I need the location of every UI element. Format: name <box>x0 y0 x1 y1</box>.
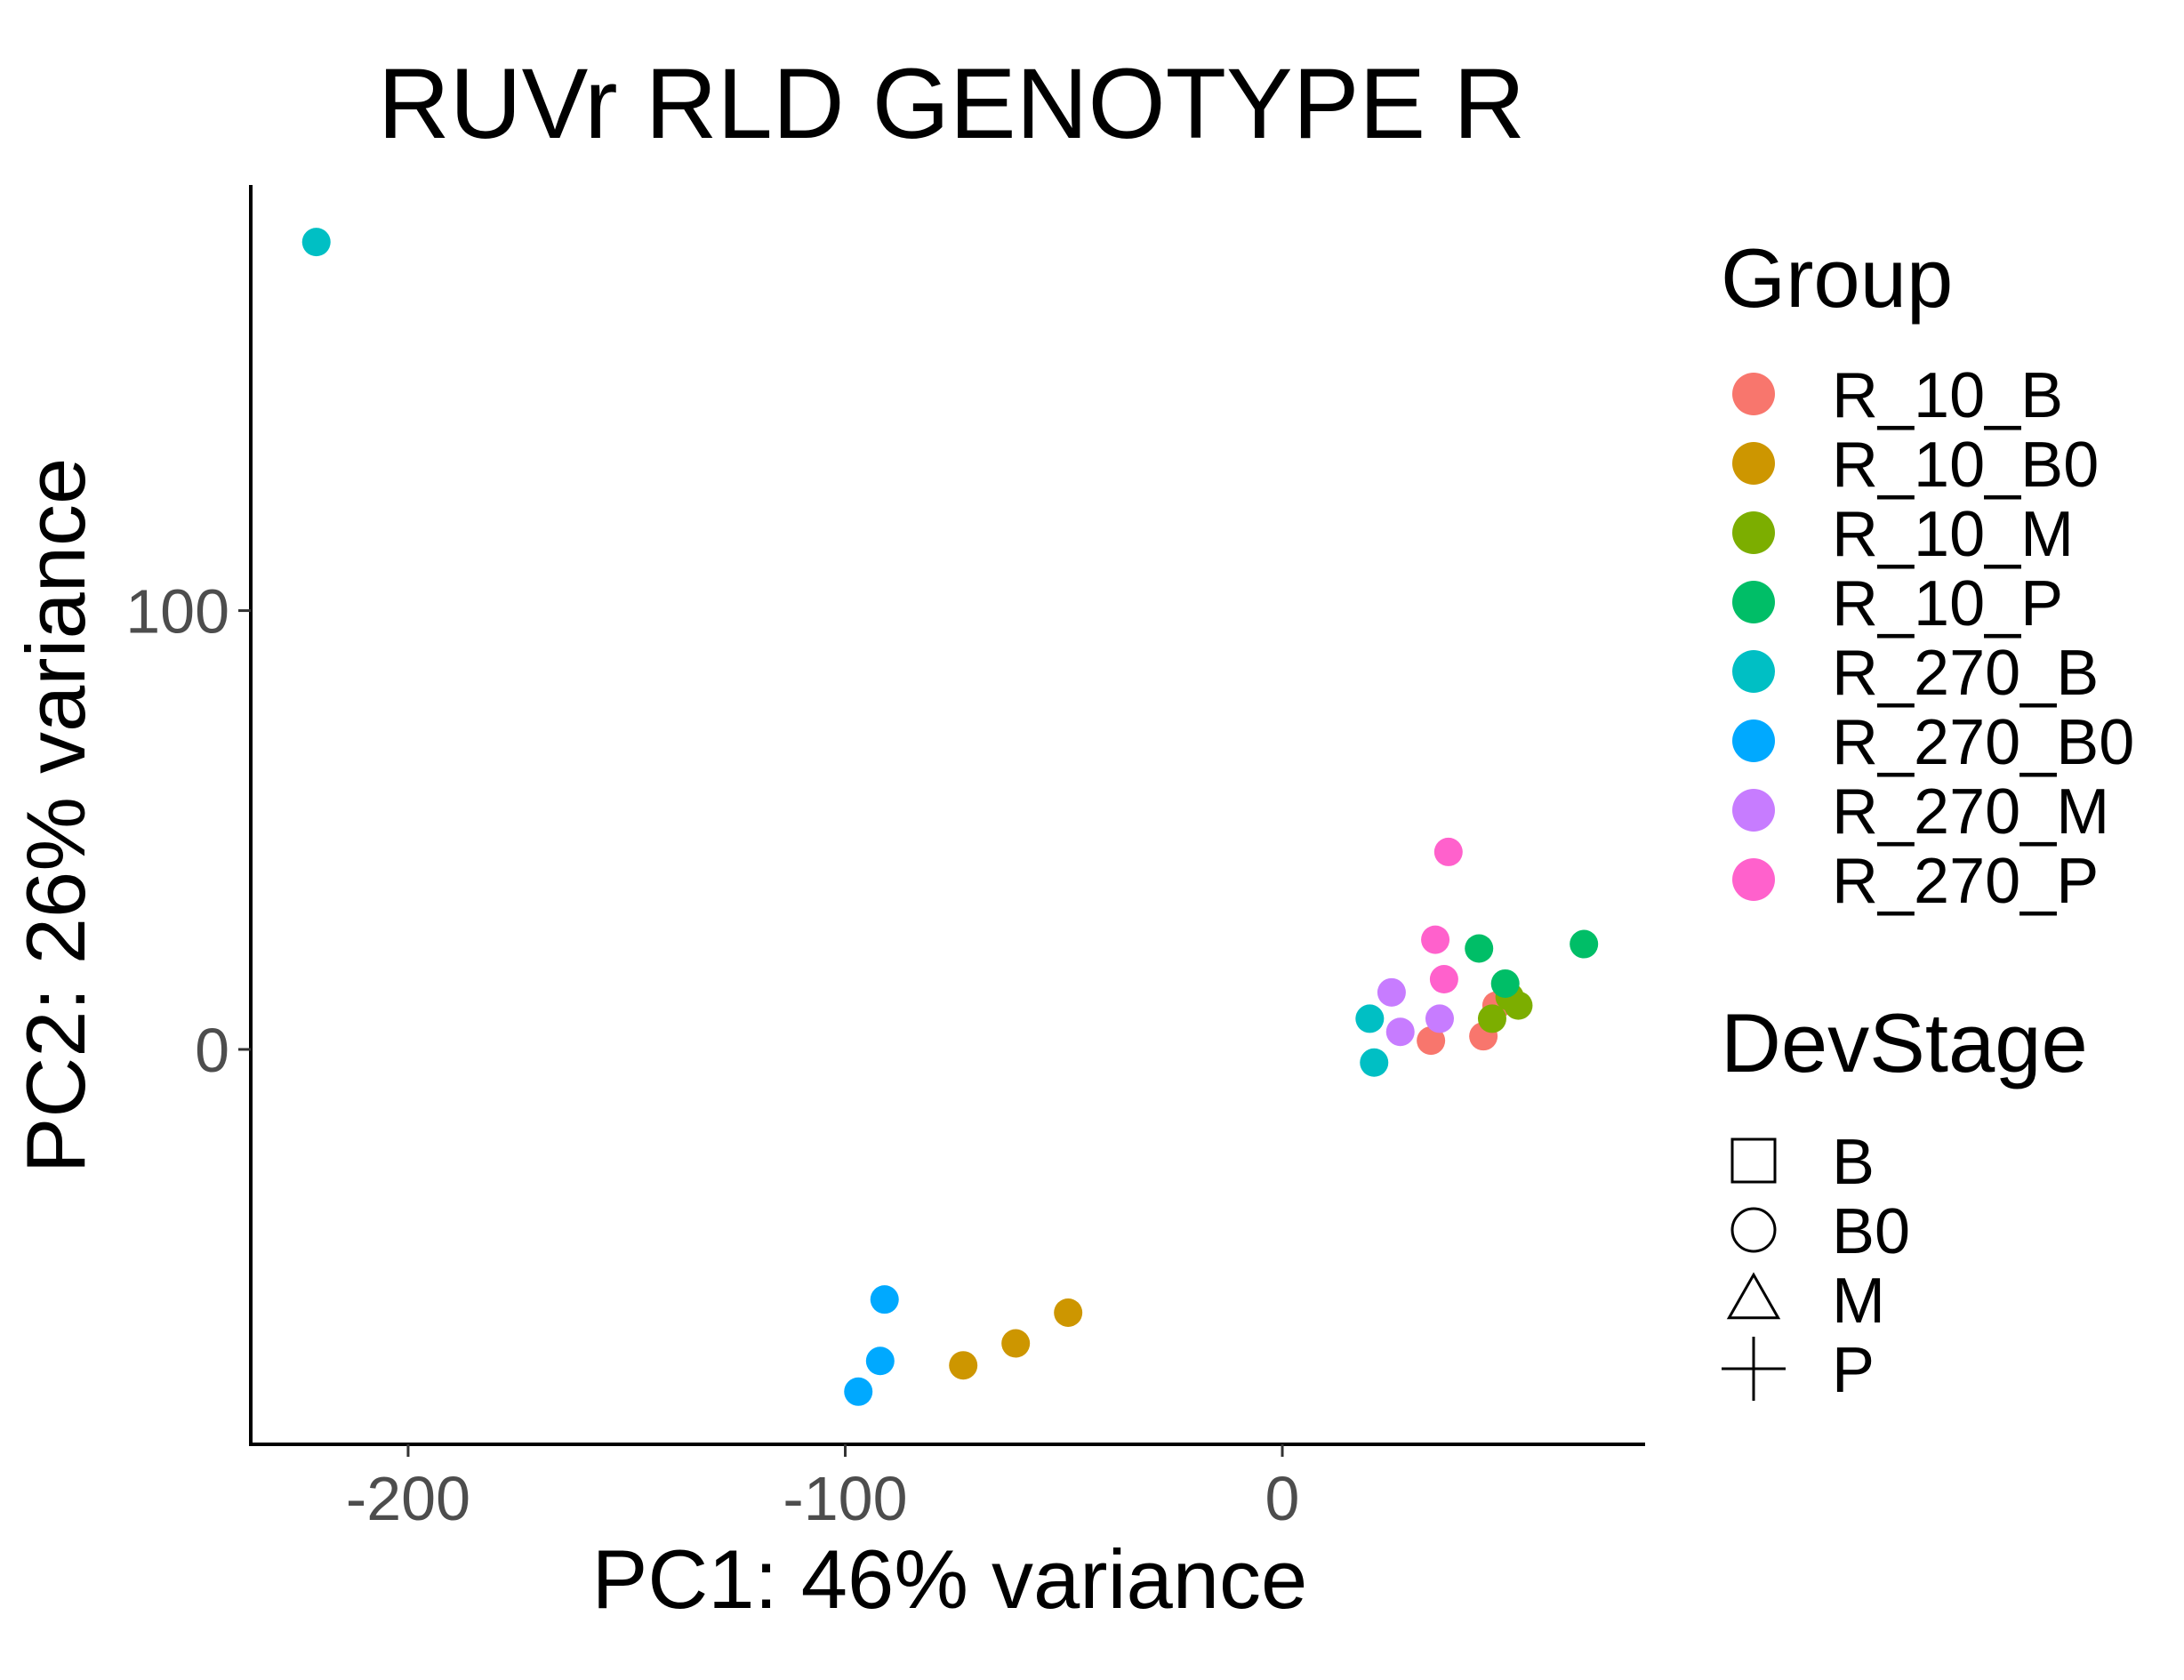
legend-label: P <box>1832 1335 1875 1406</box>
legend: GroupR_10_BR_10_B0R_10_MR_10_PR_270_BR_2… <box>1721 231 2134 1406</box>
legend-swatch <box>1732 858 1775 901</box>
data-point <box>865 1346 895 1376</box>
legend-swatch <box>1732 442 1775 485</box>
group-legend-title: Group <box>1721 231 1953 325</box>
data-point <box>1490 969 1520 998</box>
shape-legend-item: B <box>1730 1127 1875 1198</box>
data-point <box>301 228 331 257</box>
legend-label: R_270_B0 <box>1832 707 2134 778</box>
legend-label: R_10_B0 <box>1832 430 2099 501</box>
data-point <box>844 1377 873 1406</box>
legend-label: R_10_M <box>1832 499 2074 570</box>
points-layer <box>301 228 1599 1406</box>
data-point <box>949 1351 978 1380</box>
legend-label: R_270_B <box>1832 638 2099 709</box>
data-point <box>1001 1329 1031 1358</box>
data-point <box>1429 965 1458 994</box>
shape-legend-item: M <box>1726 1266 1885 1337</box>
data-point <box>1054 1298 1083 1327</box>
shape-legend-title: DevStage <box>1721 996 2088 1089</box>
data-point <box>1425 1004 1454 1033</box>
y-tick-label: 0 <box>195 1016 229 1085</box>
group-legend-item: R_270_P <box>1732 846 2099 917</box>
y-axis-label: PC2: 26% variance <box>9 458 102 1174</box>
legend-swatch <box>1732 581 1775 623</box>
group-legend-item: R_270_B <box>1732 638 2099 709</box>
data-point <box>1360 1048 1389 1077</box>
legend-label: R_270_P <box>1832 846 2099 917</box>
group-legend-item: R_270_B0 <box>1732 707 2134 778</box>
data-point <box>1377 977 1406 1007</box>
y-tick-label: 100 <box>125 577 229 647</box>
shape-legend-item: B0 <box>1730 1196 1910 1267</box>
shape-legend-item: P <box>1722 1335 1875 1406</box>
legend-swatch <box>1732 511 1775 554</box>
group-legend-item: R_270_M <box>1732 776 2109 848</box>
legend-swatch <box>1732 650 1775 693</box>
group-legend-item: R_10_B0 <box>1732 430 2099 501</box>
legend-swatch <box>1732 719 1775 762</box>
group-legend-item: R_10_B <box>1732 360 2063 431</box>
legend-label: M <box>1832 1266 1885 1337</box>
legend-label: B <box>1832 1127 1875 1198</box>
data-point <box>1477 1004 1506 1033</box>
data-point <box>1355 1004 1385 1033</box>
x-tick-label: 0 <box>1265 1464 1300 1533</box>
data-point <box>1417 1026 1446 1056</box>
legend-label: R_270_M <box>1832 776 2109 848</box>
legend-label: R_10_B <box>1832 360 2063 431</box>
group-legend-item: R_10_P <box>1732 568 2063 639</box>
data-point <box>870 1285 899 1314</box>
legend-swatch <box>1732 373 1775 415</box>
data-point <box>1385 1017 1415 1047</box>
x-axis-label: PC1: 46% variance <box>592 1532 1308 1626</box>
data-point <box>1465 934 1494 963</box>
ticks-layer: -200 -100 0 0 100 <box>125 577 1299 1533</box>
group-legend-item: R_10_M <box>1732 499 2074 570</box>
x-tick-label: -200 <box>346 1464 470 1533</box>
x-tick-label: -100 <box>783 1464 907 1533</box>
data-point <box>1570 929 1599 959</box>
data-point <box>1433 837 1463 866</box>
chart-title: RUVr RLD GENOTYPE R <box>378 48 1525 159</box>
legend-swatch <box>1732 789 1775 832</box>
data-point <box>1421 925 1450 954</box>
data-point <box>1504 991 1533 1020</box>
legend-label: R_10_P <box>1832 568 2063 639</box>
legend-label: B0 <box>1832 1196 1910 1267</box>
